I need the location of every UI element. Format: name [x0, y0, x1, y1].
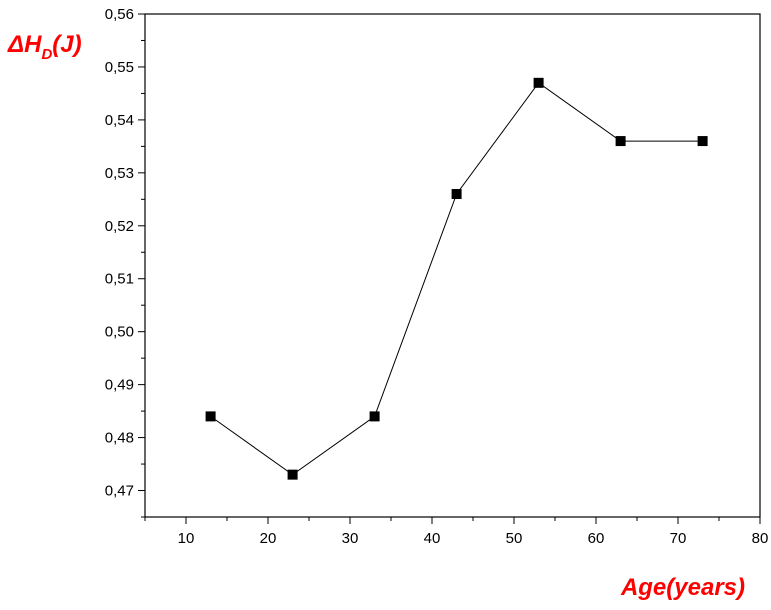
- x-axis: 10 20 30 40 50 60 70 80: [144, 517, 769, 547]
- data-point: [615, 136, 626, 147]
- y-tick-label: 0,47: [105, 483, 134, 500]
- x-tick-label: 20: [260, 530, 277, 547]
- y-tick-label: 0,54: [105, 112, 134, 129]
- series-line: [210, 82, 703, 476]
- data-point: [369, 411, 380, 422]
- x-tick-label: 10: [178, 530, 195, 547]
- x-tick-label: 50: [506, 530, 523, 547]
- data-point: [451, 189, 462, 200]
- plot-frame: [144, 13, 761, 518]
- data-point: [287, 469, 298, 480]
- y-tick-label: 0,51: [105, 271, 134, 288]
- y-tick-label: 0,49: [105, 377, 134, 394]
- y-axis-title-prefix: ΔH: [7, 31, 42, 58]
- x-tick-label: 40: [424, 530, 441, 547]
- y-tick-label: 0,52: [105, 218, 134, 235]
- plot-border: [144, 13, 761, 518]
- y-tick-label: 0,50: [105, 324, 134, 341]
- y-axis-title: ΔHD(J): [7, 31, 82, 63]
- x-tick-label: 30: [342, 530, 359, 547]
- data-point: [205, 411, 216, 422]
- y-axis-title-suffix: (J): [52, 31, 81, 58]
- series-layer: [205, 77, 708, 480]
- y-tick-label: 0,48: [105, 430, 134, 447]
- x-tick-label: 70: [670, 530, 687, 547]
- data-point: [697, 136, 708, 147]
- y-tick-label: 0,55: [105, 59, 134, 76]
- x-axis-title: Age(years): [620, 574, 745, 601]
- y-tick-label: 0,53: [105, 165, 134, 182]
- x-tick-label: 80: [752, 530, 769, 547]
- x-tick-label: 60: [588, 530, 605, 547]
- data-point: [533, 77, 544, 88]
- y-axis: 0,47 0,48 0,49 0,50 0,51 0,52 0,53 0,54 0,55 0,56: [105, 6, 145, 518]
- y-tick-label: 0,56: [105, 6, 134, 23]
- y-axis-title-subscript: D: [41, 46, 52, 63]
